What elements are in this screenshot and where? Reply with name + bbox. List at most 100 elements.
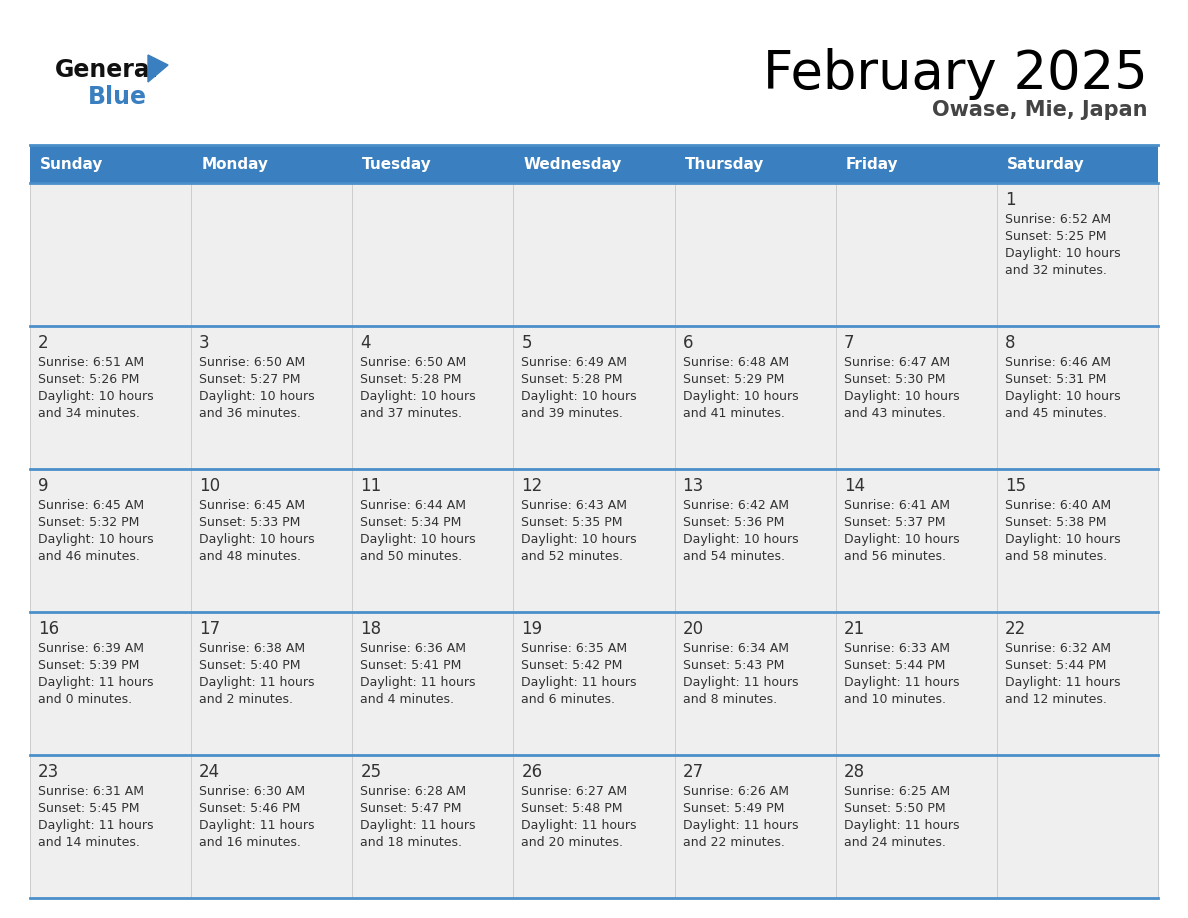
Text: and 20 minutes.: and 20 minutes. [522, 836, 624, 849]
Bar [191, 612, 353, 755]
Bar [513, 326, 675, 469]
Bar [513, 145, 675, 183]
Text: Friday: Friday [846, 156, 898, 172]
Text: Sunset: 5:48 PM: Sunset: 5:48 PM [522, 802, 623, 815]
Text: 2: 2 [38, 334, 49, 352]
Bar [835, 183, 997, 326]
Bar [353, 145, 513, 183]
Text: Daylight: 10 hours: Daylight: 10 hours [360, 533, 476, 546]
Text: and 8 minutes.: and 8 minutes. [683, 693, 777, 706]
Text: Daylight: 11 hours: Daylight: 11 hours [360, 676, 475, 689]
Bar [191, 145, 353, 183]
Text: 8: 8 [1005, 334, 1016, 352]
Text: Daylight: 11 hours: Daylight: 11 hours [1005, 676, 1120, 689]
Bar [513, 183, 675, 326]
Text: Sunset: 5:38 PM: Sunset: 5:38 PM [1005, 516, 1106, 529]
Text: Daylight: 10 hours: Daylight: 10 hours [200, 390, 315, 403]
Text: Sunrise: 6:31 AM: Sunrise: 6:31 AM [38, 785, 144, 798]
Text: Sunset: 5:32 PM: Sunset: 5:32 PM [38, 516, 139, 529]
Text: Sunrise: 6:48 AM: Sunrise: 6:48 AM [683, 356, 789, 369]
Text: Sunrise: 6:27 AM: Sunrise: 6:27 AM [522, 785, 627, 798]
Text: Tuesday: Tuesday [362, 156, 432, 172]
Text: Daylight: 10 hours: Daylight: 10 hours [683, 390, 798, 403]
Bar [675, 326, 835, 469]
Text: Sunset: 5:45 PM: Sunset: 5:45 PM [38, 802, 139, 815]
Text: Daylight: 11 hours: Daylight: 11 hours [360, 819, 475, 832]
Text: Daylight: 11 hours: Daylight: 11 hours [843, 819, 959, 832]
Text: Sunrise: 6:26 AM: Sunrise: 6:26 AM [683, 785, 789, 798]
Text: Sunset: 5:37 PM: Sunset: 5:37 PM [843, 516, 946, 529]
Text: and 6 minutes.: and 6 minutes. [522, 693, 615, 706]
Text: and 32 minutes.: and 32 minutes. [1005, 264, 1107, 277]
Text: and 2 minutes.: and 2 minutes. [200, 693, 293, 706]
Bar [191, 183, 353, 326]
Bar [997, 326, 1158, 469]
Text: Daylight: 11 hours: Daylight: 11 hours [200, 676, 315, 689]
Text: Sunrise: 6:25 AM: Sunrise: 6:25 AM [843, 785, 950, 798]
Text: Sunset: 5:28 PM: Sunset: 5:28 PM [522, 373, 623, 386]
Text: Blue: Blue [88, 85, 147, 109]
Text: Daylight: 10 hours: Daylight: 10 hours [1005, 247, 1120, 260]
Text: Sunset: 5:31 PM: Sunset: 5:31 PM [1005, 373, 1106, 386]
Text: 6: 6 [683, 334, 693, 352]
Text: Sunset: 5:28 PM: Sunset: 5:28 PM [360, 373, 462, 386]
Bar [997, 469, 1158, 612]
Text: 26: 26 [522, 763, 543, 781]
Text: Daylight: 11 hours: Daylight: 11 hours [683, 819, 798, 832]
Text: 10: 10 [200, 477, 220, 495]
Text: 24: 24 [200, 763, 220, 781]
Text: Sunrise: 6:52 AM: Sunrise: 6:52 AM [1005, 213, 1111, 226]
Text: and 34 minutes.: and 34 minutes. [38, 407, 140, 420]
Text: 20: 20 [683, 620, 703, 638]
Text: Sunrise: 6:30 AM: Sunrise: 6:30 AM [200, 785, 305, 798]
Text: Sunrise: 6:34 AM: Sunrise: 6:34 AM [683, 642, 789, 655]
Text: and 12 minutes.: and 12 minutes. [1005, 693, 1107, 706]
Bar [675, 755, 835, 898]
Text: 27: 27 [683, 763, 703, 781]
Text: Daylight: 11 hours: Daylight: 11 hours [843, 676, 959, 689]
Text: Sunset: 5:43 PM: Sunset: 5:43 PM [683, 659, 784, 672]
Text: Sunset: 5:29 PM: Sunset: 5:29 PM [683, 373, 784, 386]
Bar [513, 469, 675, 612]
Bar [353, 612, 513, 755]
Bar [353, 469, 513, 612]
Text: Daylight: 10 hours: Daylight: 10 hours [1005, 390, 1120, 403]
Bar [191, 755, 353, 898]
Text: Daylight: 11 hours: Daylight: 11 hours [200, 819, 315, 832]
Text: Daylight: 10 hours: Daylight: 10 hours [1005, 533, 1120, 546]
Text: Saturday: Saturday [1007, 156, 1085, 172]
Text: Sunrise: 6:45 AM: Sunrise: 6:45 AM [200, 499, 305, 512]
Text: Sunrise: 6:50 AM: Sunrise: 6:50 AM [200, 356, 305, 369]
Text: and 50 minutes.: and 50 minutes. [360, 550, 462, 563]
Text: and 37 minutes.: and 37 minutes. [360, 407, 462, 420]
Bar [30, 755, 191, 898]
Text: Daylight: 11 hours: Daylight: 11 hours [522, 676, 637, 689]
Text: Sunset: 5:50 PM: Sunset: 5:50 PM [843, 802, 946, 815]
Text: 28: 28 [843, 763, 865, 781]
Text: Sunset: 5:42 PM: Sunset: 5:42 PM [522, 659, 623, 672]
Text: Sunrise: 6:40 AM: Sunrise: 6:40 AM [1005, 499, 1111, 512]
Text: Daylight: 10 hours: Daylight: 10 hours [843, 533, 960, 546]
Text: 4: 4 [360, 334, 371, 352]
Bar [513, 755, 675, 898]
Text: Sunset: 5:36 PM: Sunset: 5:36 PM [683, 516, 784, 529]
Bar [835, 145, 997, 183]
Text: and 4 minutes.: and 4 minutes. [360, 693, 454, 706]
Text: Sunset: 5:40 PM: Sunset: 5:40 PM [200, 659, 301, 672]
Text: Daylight: 10 hours: Daylight: 10 hours [360, 390, 476, 403]
Text: and 10 minutes.: and 10 minutes. [843, 693, 946, 706]
Text: 19: 19 [522, 620, 543, 638]
Text: and 18 minutes.: and 18 minutes. [360, 836, 462, 849]
Text: Sunrise: 6:32 AM: Sunrise: 6:32 AM [1005, 642, 1111, 655]
Text: Sunset: 5:44 PM: Sunset: 5:44 PM [1005, 659, 1106, 672]
Text: 14: 14 [843, 477, 865, 495]
Text: Daylight: 10 hours: Daylight: 10 hours [38, 533, 153, 546]
Text: Sunset: 5:25 PM: Sunset: 5:25 PM [1005, 230, 1106, 243]
Text: Owase, Mie, Japan: Owase, Mie, Japan [933, 100, 1148, 120]
Text: 3: 3 [200, 334, 210, 352]
Text: and 48 minutes.: and 48 minutes. [200, 550, 301, 563]
Bar [675, 469, 835, 612]
Text: Sunrise: 6:44 AM: Sunrise: 6:44 AM [360, 499, 466, 512]
Text: Sunset: 5:44 PM: Sunset: 5:44 PM [843, 659, 946, 672]
Text: and 54 minutes.: and 54 minutes. [683, 550, 784, 563]
